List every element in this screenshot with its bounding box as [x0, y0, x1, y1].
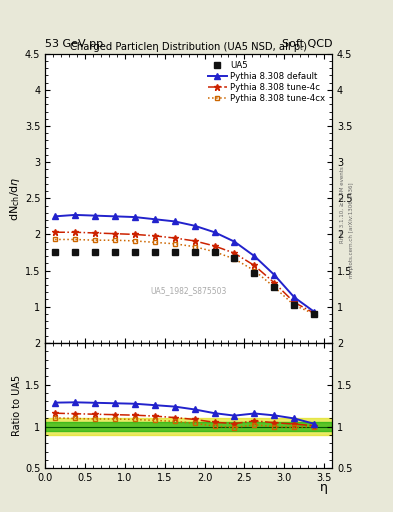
- Pythia 8.308 tune-4cx: [132, 238, 137, 244]
- Pythia 8.308 tune-4c: [312, 310, 316, 316]
- Pythia 8.308 tune-4cx: [53, 237, 57, 243]
- UA5: [53, 249, 57, 255]
- Legend: UA5, Pythia 8.308 default, Pythia 8.308 tune-4c, Pythia 8.308 tune-4cx: UA5, Pythia 8.308 default, Pythia 8.308 …: [205, 58, 328, 105]
- Pythia 8.308 default: [192, 223, 197, 229]
- Text: Soft QCD: Soft QCD: [282, 38, 332, 49]
- Line: Pythia 8.308 default: Pythia 8.308 default: [52, 212, 317, 314]
- UA5: [212, 249, 217, 255]
- Title: Charged Particleη Distribution (UA5 NSD, all pₜ): Charged Particleη Distribution (UA5 NSD,…: [70, 41, 307, 52]
- Text: 53 GeV pp: 53 GeV pp: [45, 38, 103, 49]
- UA5: [112, 249, 117, 255]
- Pythia 8.308 tune-4c: [192, 238, 197, 244]
- Y-axis label: Ratio to UA5: Ratio to UA5: [12, 375, 22, 436]
- Y-axis label: dN$_{\rm ch}$/d$\eta$: dN$_{\rm ch}$/d$\eta$: [8, 176, 22, 221]
- Pythia 8.308 default: [73, 212, 77, 218]
- Pythia 8.308 tune-4cx: [152, 239, 157, 245]
- UA5: [292, 302, 297, 308]
- Pythia 8.308 default: [173, 218, 177, 224]
- Bar: [45, 422, 332, 431]
- Pythia 8.308 default: [312, 309, 316, 315]
- Pythia 8.308 default: [112, 214, 117, 220]
- UA5: [232, 254, 237, 261]
- Pythia 8.308 tune-4cx: [252, 267, 257, 273]
- Pythia 8.308 tune-4cx: [312, 311, 316, 317]
- Line: Pythia 8.308 tune-4c: Pythia 8.308 tune-4c: [52, 229, 318, 316]
- UA5: [272, 284, 277, 290]
- Pythia 8.308 tune-4c: [53, 229, 57, 236]
- UA5: [132, 249, 137, 255]
- Pythia 8.308 default: [53, 214, 57, 220]
- Pythia 8.308 default: [93, 212, 97, 219]
- Pythia 8.308 tune-4c: [152, 233, 157, 239]
- Pythia 8.308 default: [252, 253, 257, 259]
- Pythia 8.308 tune-4cx: [192, 244, 197, 250]
- Pythia 8.308 tune-4c: [173, 235, 177, 241]
- Pythia 8.308 tune-4cx: [93, 237, 97, 243]
- Text: Rivet 3.1.10, ≥ 3.4M events: Rivet 3.1.10, ≥ 3.4M events: [340, 166, 345, 243]
- Pythia 8.308 tune-4c: [272, 280, 277, 286]
- Pythia 8.308 default: [272, 272, 277, 278]
- Pythia 8.308 default: [232, 239, 237, 245]
- Pythia 8.308 tune-4cx: [212, 249, 217, 255]
- Text: mcplots.cern.ch [arXiv:1306.3436]: mcplots.cern.ch [arXiv:1306.3436]: [349, 183, 354, 278]
- Pythia 8.308 tune-4cx: [292, 302, 297, 308]
- Pythia 8.308 default: [292, 294, 297, 301]
- Pythia 8.308 tune-4c: [292, 300, 297, 306]
- X-axis label: η: η: [320, 481, 327, 494]
- Pythia 8.308 default: [132, 214, 137, 220]
- UA5: [312, 311, 316, 317]
- Pythia 8.308 tune-4cx: [173, 241, 177, 247]
- UA5: [173, 249, 177, 255]
- Bar: [45, 418, 332, 435]
- Pythia 8.308 tune-4c: [132, 231, 137, 238]
- UA5: [93, 249, 97, 255]
- UA5: [252, 270, 257, 276]
- Pythia 8.308 tune-4c: [212, 243, 217, 249]
- UA5: [73, 249, 77, 255]
- UA5: [152, 249, 157, 255]
- Pythia 8.308 tune-4c: [112, 230, 117, 237]
- Pythia 8.308 tune-4c: [93, 230, 97, 236]
- Pythia 8.308 default: [212, 229, 217, 236]
- Pythia 8.308 default: [152, 216, 157, 222]
- UA5: [192, 249, 197, 255]
- Line: Pythia 8.308 tune-4cx: Pythia 8.308 tune-4cx: [53, 237, 317, 316]
- Pythia 8.308 tune-4c: [73, 229, 77, 236]
- Pythia 8.308 tune-4cx: [73, 237, 77, 243]
- Text: UA5_1982_S875503: UA5_1982_S875503: [151, 286, 227, 295]
- Pythia 8.308 tune-4c: [252, 263, 257, 269]
- Pythia 8.308 tune-4cx: [272, 284, 277, 290]
- Pythia 8.308 tune-4cx: [232, 256, 237, 262]
- Pythia 8.308 tune-4c: [232, 250, 237, 257]
- Pythia 8.308 tune-4cx: [112, 237, 117, 243]
- Line: UA5: UA5: [52, 249, 317, 317]
